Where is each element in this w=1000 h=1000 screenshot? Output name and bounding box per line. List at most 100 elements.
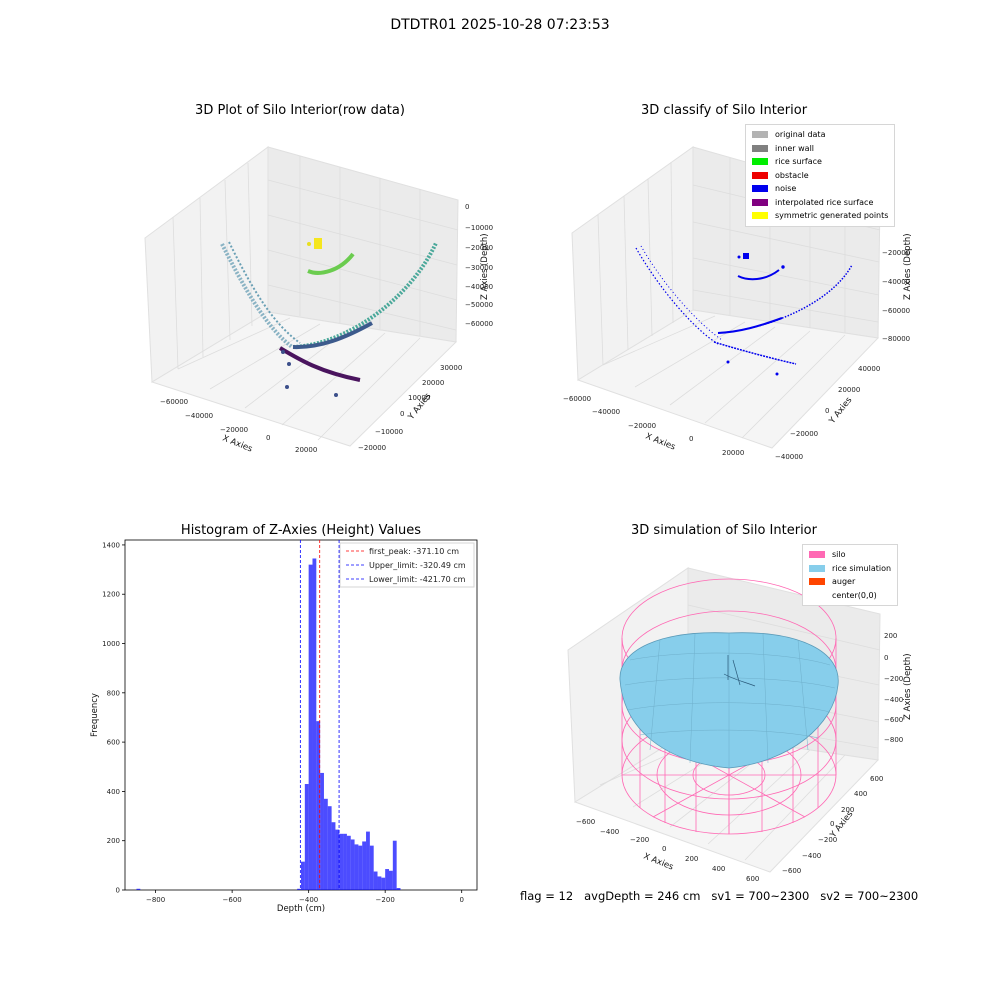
legend-entry: interpolated rice surface [752, 196, 888, 210]
histogram-ylabel: Frequency [90, 693, 100, 737]
plot4-xtick: −400 [600, 828, 619, 836]
histogram-xtick: −600 [223, 896, 242, 904]
histogram-bar [366, 831, 370, 890]
plot4-ytick: 600 [870, 775, 883, 783]
plot1-top-cluster [314, 238, 322, 249]
legend-swatch [809, 578, 825, 586]
legend-swatch [809, 551, 825, 559]
plot1-ytick: 30000 [440, 364, 462, 372]
plot4-ytick: 400 [854, 790, 867, 798]
histogram-bar [389, 870, 393, 890]
figure-title: DTDTR01 2025-10-28 07:23:53 [390, 17, 610, 33]
legend-swatch [752, 158, 768, 166]
plot1-ztick: −60000 [465, 320, 493, 328]
histogram-bar [381, 877, 386, 890]
plot1-pane-back [267, 146, 459, 343]
legend-swatch [752, 185, 768, 193]
histogram-xtick: −800 [146, 896, 165, 904]
plot1-point [334, 393, 338, 397]
plot4-z-ticks: 200 0 −200 −400 −600 −800 [884, 632, 903, 744]
plot2-noise-curve-left-inner [640, 245, 723, 341]
plot4-ytick: 200 [841, 806, 854, 814]
plot1-rice-surface-arc [307, 252, 355, 275]
plot2-zlabel: Z Axies (Depth) [903, 233, 913, 300]
histogram-bar [369, 845, 374, 890]
plot2-ztick: −60000 [882, 307, 910, 315]
plot4-y-ticks: −600 −400 −200 0 200 400 600 [782, 775, 883, 875]
histogram-bar [327, 806, 332, 890]
legend-label: silo [832, 550, 846, 559]
histogram-legend-label: Upper_limit: -320.49 cm [369, 561, 466, 570]
legend-entry: inner wall [752, 142, 888, 156]
histogram-bar [354, 844, 359, 890]
legend-swatch [752, 131, 768, 139]
legend-label: original data [775, 130, 826, 139]
plot4-auger [723, 655, 756, 687]
legend-entry: rice simulation [809, 562, 891, 576]
histogram-bar [343, 833, 347, 890]
plot1-points [220, 238, 438, 397]
plot2-xtick: −40000 [592, 408, 620, 416]
histogram-y-ticks: 0 200 400 600 800 1000 1200 1400 [102, 541, 125, 895]
plot1-wall-curve-deep [292, 321, 373, 350]
legend-label: interpolated rice surface [775, 197, 874, 207]
plot1-ztick: −10000 [465, 224, 493, 232]
plot1-ytick: −20000 [358, 444, 386, 452]
histogram-bar [304, 784, 309, 890]
legend-swatch [752, 198, 768, 206]
histogram-bar [297, 888, 301, 890]
legend-entry: rice surface [752, 155, 888, 169]
plot2-ytick: 0 [825, 407, 829, 415]
histogram-bar [301, 861, 305, 890]
legend-label: noise [775, 184, 797, 193]
plot2-point [781, 265, 785, 269]
histogram-ytick: 1000 [102, 640, 120, 648]
plot2-y-ticks: −40000 −20000 0 20000 40000 [775, 365, 880, 461]
plot2-ylabel: Y Axies [827, 395, 855, 427]
plot2-point [775, 372, 779, 376]
plot1-ztick: −30000 [465, 264, 493, 272]
histogram-xlabel: Depth (cm) [277, 904, 325, 914]
plot2-ztick: −40000 [882, 278, 910, 286]
histogram-bar [392, 840, 397, 890]
plot1-point [285, 385, 289, 389]
legend-entry: original data [752, 128, 888, 142]
histogram-legend-label: Lower_limit: -421.70 cm [369, 575, 466, 584]
plot1-xtick: −40000 [185, 412, 213, 420]
plot1-ytick: −10000 [375, 428, 403, 436]
plot1-xtick: −60000 [160, 398, 188, 406]
plot4-ytick: −200 [818, 836, 837, 844]
legend-label: inner wall [775, 143, 815, 153]
plot4-xtick: 600 [746, 875, 759, 883]
histogram-xtick: −200 [376, 896, 395, 904]
histogram-ytick: 400 [107, 788, 120, 796]
plot1-xtick: 20000 [295, 446, 317, 454]
plot1-zlabel: Z Axies (Depth) [480, 233, 490, 300]
plot4-ztick: −200 [884, 675, 903, 683]
plot2-noise-floor-curve [713, 341, 797, 365]
plot4-xtick: 400 [712, 865, 725, 873]
legend-label: rice simulation [832, 563, 892, 573]
histogram-bar [316, 721, 321, 890]
plot1-z-ticks: 0 −10000 −20000 −30000 −40000 −50000 −60… [465, 203, 493, 328]
plot1-y-ticks: −20000 −10000 0 10000 20000 30000 [358, 364, 462, 452]
legend-swatch [809, 564, 825, 572]
plot2-xtick: 20000 [722, 449, 744, 457]
plot1-point [307, 242, 311, 246]
histogram-bar [308, 564, 313, 890]
plot2-xtick: −60000 [563, 395, 591, 403]
histogram-ytick: 600 [107, 739, 120, 747]
histogram-bar [331, 822, 336, 890]
plot2-ztick: −80000 [882, 335, 910, 343]
plot4-xtick: −600 [576, 818, 595, 826]
histogram-bar [320, 772, 324, 890]
plot4-pane-floor [573, 731, 880, 873]
plot2-xtick: −20000 [628, 422, 656, 430]
legend-swatch [809, 591, 825, 599]
legend-entry: symmetric generated points [752, 209, 888, 223]
histogram-bar [136, 888, 141, 890]
histogram-bars [136, 558, 401, 890]
plot1-ytick: 0 [400, 410, 404, 418]
histogram-bar [335, 829, 340, 890]
plot2-noise-cluster [743, 253, 749, 259]
